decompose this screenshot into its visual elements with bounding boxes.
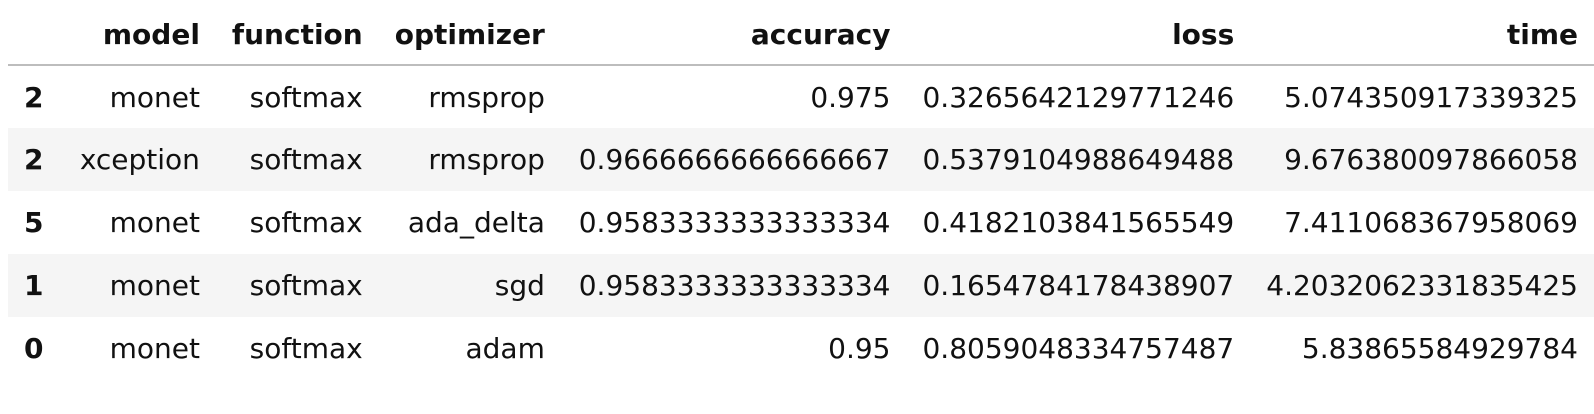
column-header-loss: loss	[906, 4, 1251, 66]
header-row: model function optimizer accuracy loss t…	[8, 4, 1594, 66]
cell-time: 5.83865584929784	[1301, 332, 1578, 365]
table-row: 0 monet softmax adam 0.95 0.805904833475…	[8, 317, 1594, 380]
cell-model: monet	[109, 269, 200, 302]
cell-time: 5.074350917339325	[1284, 80, 1578, 114]
index-header	[8, 4, 64, 66]
column-header-model: model	[63, 4, 216, 66]
cell-time: 7.411068367958069	[1284, 206, 1578, 239]
row-index: 1	[24, 269, 44, 302]
cell-function: softmax	[249, 269, 363, 302]
table-header: model function optimizer accuracy loss t…	[8, 4, 1594, 66]
table-row: 2 monet softmax rmsprop 0.975 0.32656421…	[8, 65, 1594, 128]
row-index: 2	[24, 80, 44, 114]
cell-model: monet	[109, 206, 200, 239]
cell-function: softmax	[249, 80, 363, 114]
cell-accuracy: 0.975	[810, 80, 891, 114]
cell-accuracy: 0.95	[828, 332, 891, 365]
cell-time: 4.2032062331835425	[1266, 269, 1578, 302]
cell-loss: 0.1654784178438907	[922, 269, 1235, 302]
cell-loss: 0.5379104988649488	[922, 143, 1235, 176]
cell-optimizer: adam	[465, 332, 545, 365]
cell-loss: 0.8059048334757487	[922, 332, 1235, 365]
table-row: 5 monet softmax ada_delta 0.958333333333…	[8, 191, 1594, 254]
dataframe-output: model function optimizer accuracy loss t…	[8, 4, 1594, 380]
table-row: 1 monet softmax sgd 0.9583333333333334 0…	[8, 254, 1594, 317]
cell-time: 9.676380097866058	[1284, 143, 1578, 176]
cell-model: xception	[79, 143, 200, 176]
column-header-time: time	[1250, 4, 1594, 66]
row-index: 2	[24, 143, 44, 176]
cell-optimizer: sgd	[494, 269, 545, 302]
cell-function: softmax	[249, 332, 363, 365]
cell-loss: 0.3265642129771246	[922, 80, 1235, 114]
row-index: 0	[24, 332, 44, 365]
cell-model: monet	[109, 80, 200, 114]
results-table: model function optimizer accuracy loss t…	[8, 4, 1594, 380]
table-body: 2 monet softmax rmsprop 0.975 0.32656421…	[8, 65, 1594, 380]
cell-accuracy: 0.9666666666666667	[578, 143, 891, 176]
cell-optimizer: ada_delta	[407, 206, 545, 239]
cell-accuracy: 0.9583333333333334	[578, 269, 891, 302]
cell-model: monet	[109, 332, 200, 365]
table-row: 2 xception softmax rmsprop 0.96666666666…	[8, 128, 1594, 191]
row-index: 5	[24, 206, 44, 239]
cell-optimizer: rmsprop	[428, 80, 545, 114]
column-header-accuracy: accuracy	[560, 4, 907, 66]
cell-optimizer: rmsprop	[428, 143, 545, 176]
column-header-optimizer: optimizer	[378, 4, 561, 66]
column-header-function: function	[215, 4, 379, 66]
cell-accuracy: 0.9583333333333334	[578, 206, 891, 239]
cell-function: softmax	[249, 206, 363, 239]
cell-function: softmax	[249, 143, 363, 176]
cell-loss: 0.4182103841565549	[922, 206, 1235, 239]
